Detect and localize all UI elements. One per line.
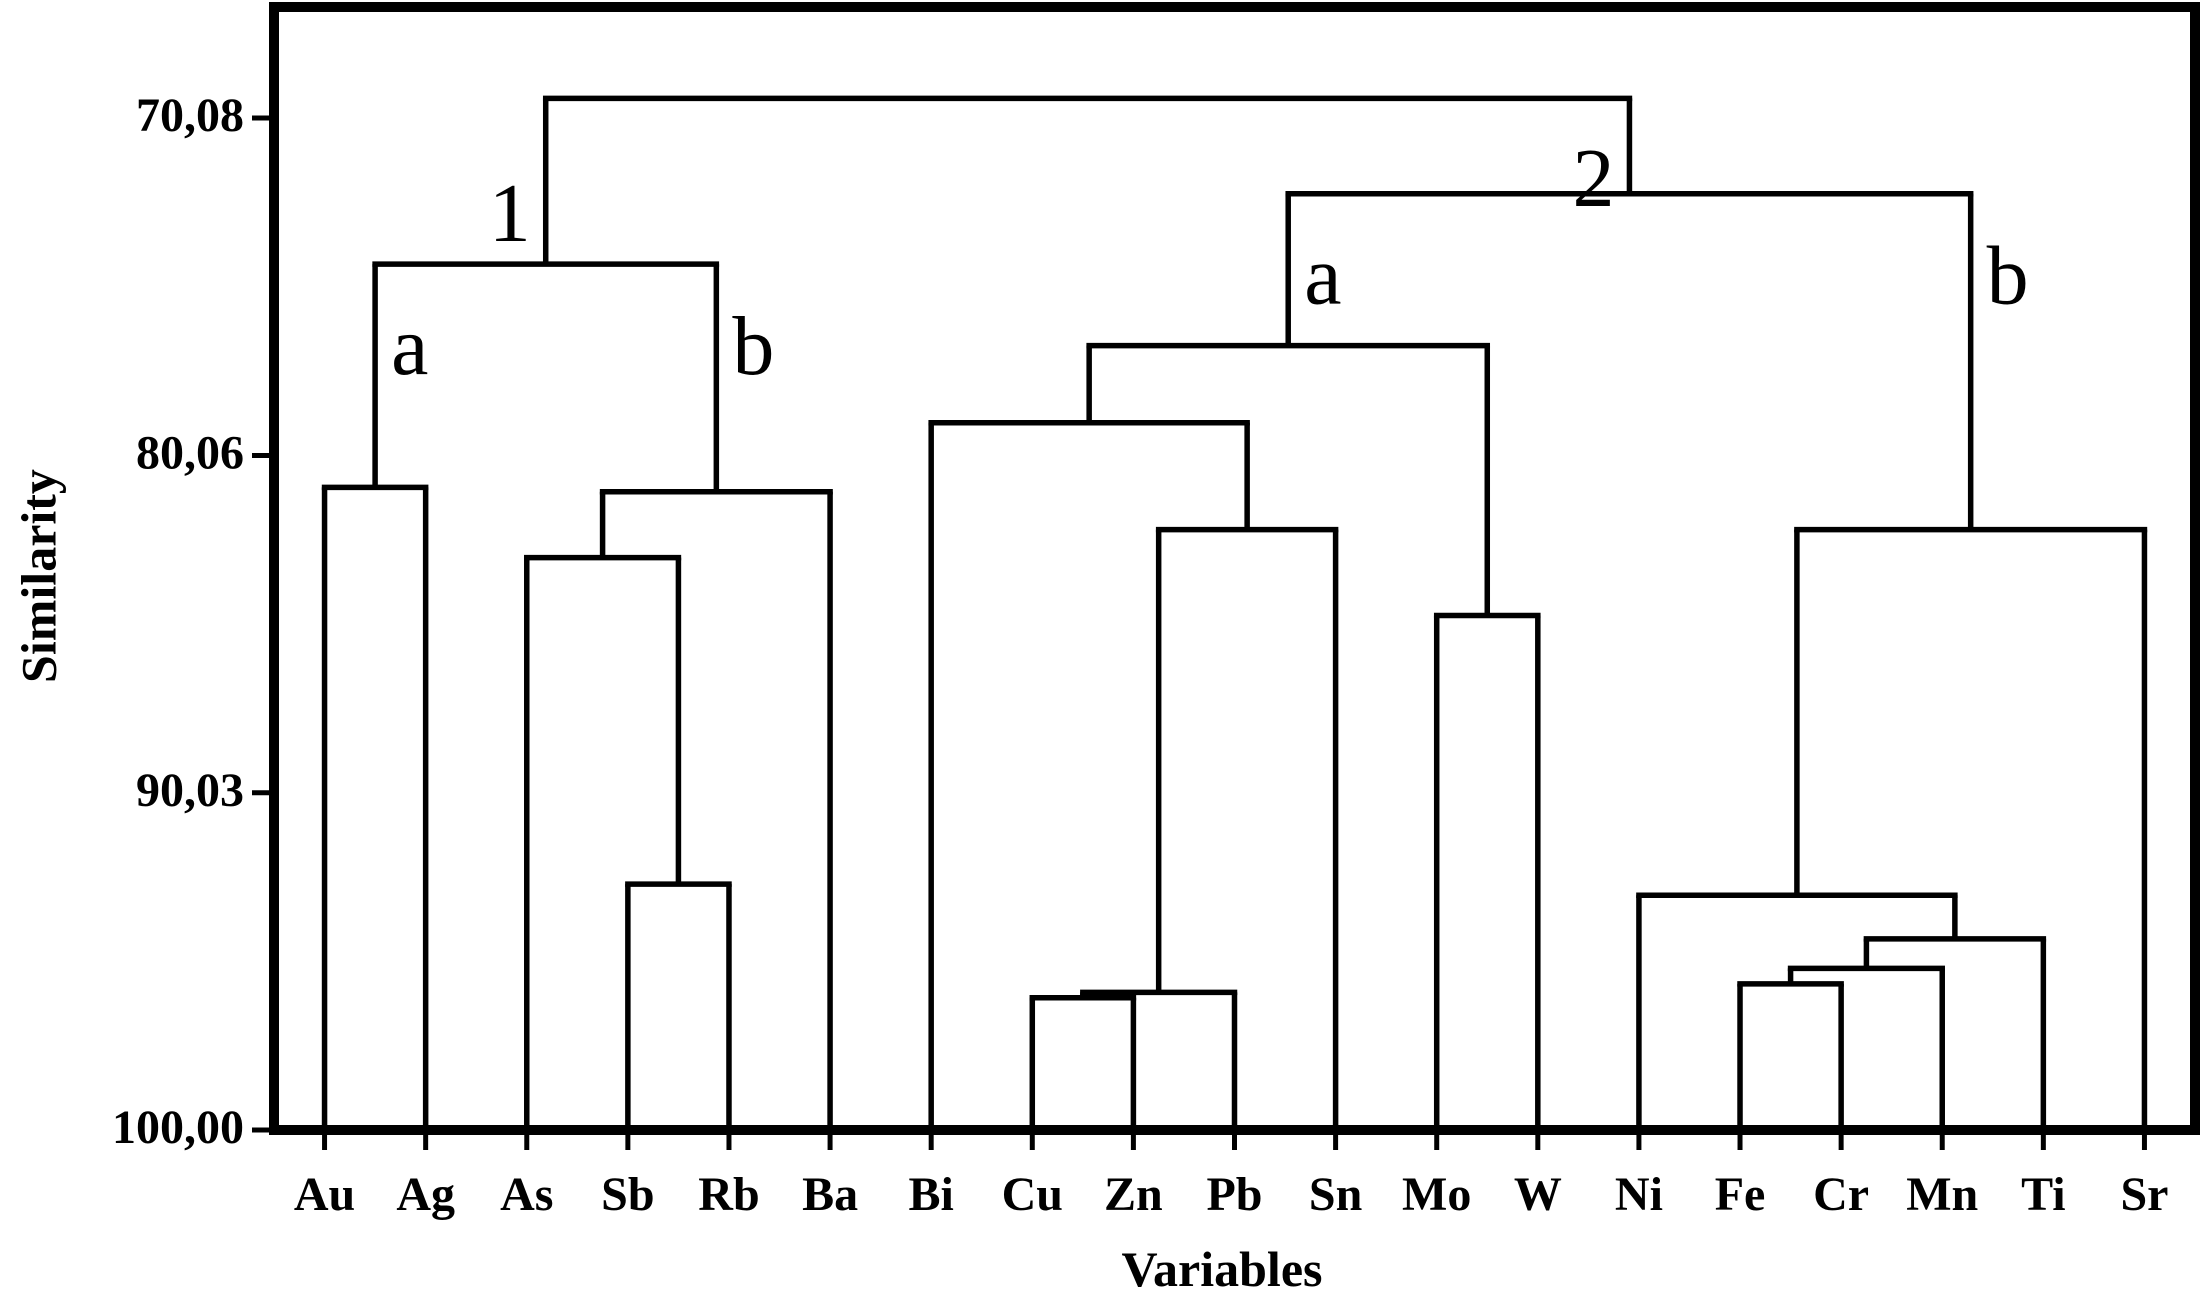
cluster-label: 1	[489, 167, 531, 260]
leaf-label: As	[500, 1168, 553, 1221]
y-tick-label: 80,06	[136, 427, 244, 480]
x-axis-title: Variables	[1122, 1241, 1323, 1291]
leaf-label: W	[1514, 1168, 1562, 1221]
y-tick-label: 70,08	[136, 89, 244, 142]
leaf-label: Ti	[2021, 1168, 2065, 1221]
leaf-label: Ba	[802, 1168, 858, 1221]
cluster-label: b	[1987, 230, 2029, 323]
leaf-label: Cu	[1002, 1168, 1063, 1221]
cluster-label: b	[732, 300, 774, 393]
y-tick-label: 100,00	[112, 1101, 244, 1154]
leaf-label: Pb	[1206, 1168, 1262, 1221]
cluster-label: 2	[1572, 132, 1614, 225]
leaf-label: Bi	[909, 1168, 954, 1221]
y-tick-label: 90,03	[136, 764, 244, 817]
leaf-label: Zn	[1104, 1168, 1163, 1221]
leaf-label: Sr	[2120, 1168, 2168, 1221]
leaf-label: Ag	[396, 1168, 455, 1221]
leaf-label: Rb	[698, 1168, 759, 1221]
leaf-label: Sn	[1309, 1168, 1362, 1221]
leaf-label: Au	[294, 1168, 355, 1221]
plot-frame	[269, 2, 2200, 1135]
leaf-label: Mo	[1402, 1168, 1471, 1221]
y-axis-title: Similarity	[10, 469, 66, 683]
leaf-label: Fe	[1715, 1168, 1766, 1221]
leaf-label: Cr	[1813, 1168, 1869, 1221]
leaf-label: Ni	[1615, 1168, 1663, 1221]
cluster-label: a	[1304, 230, 1341, 323]
leaf-label: Mn	[1906, 1168, 1978, 1221]
cluster-label: a	[391, 300, 428, 393]
leaf-label: Sb	[601, 1168, 654, 1221]
